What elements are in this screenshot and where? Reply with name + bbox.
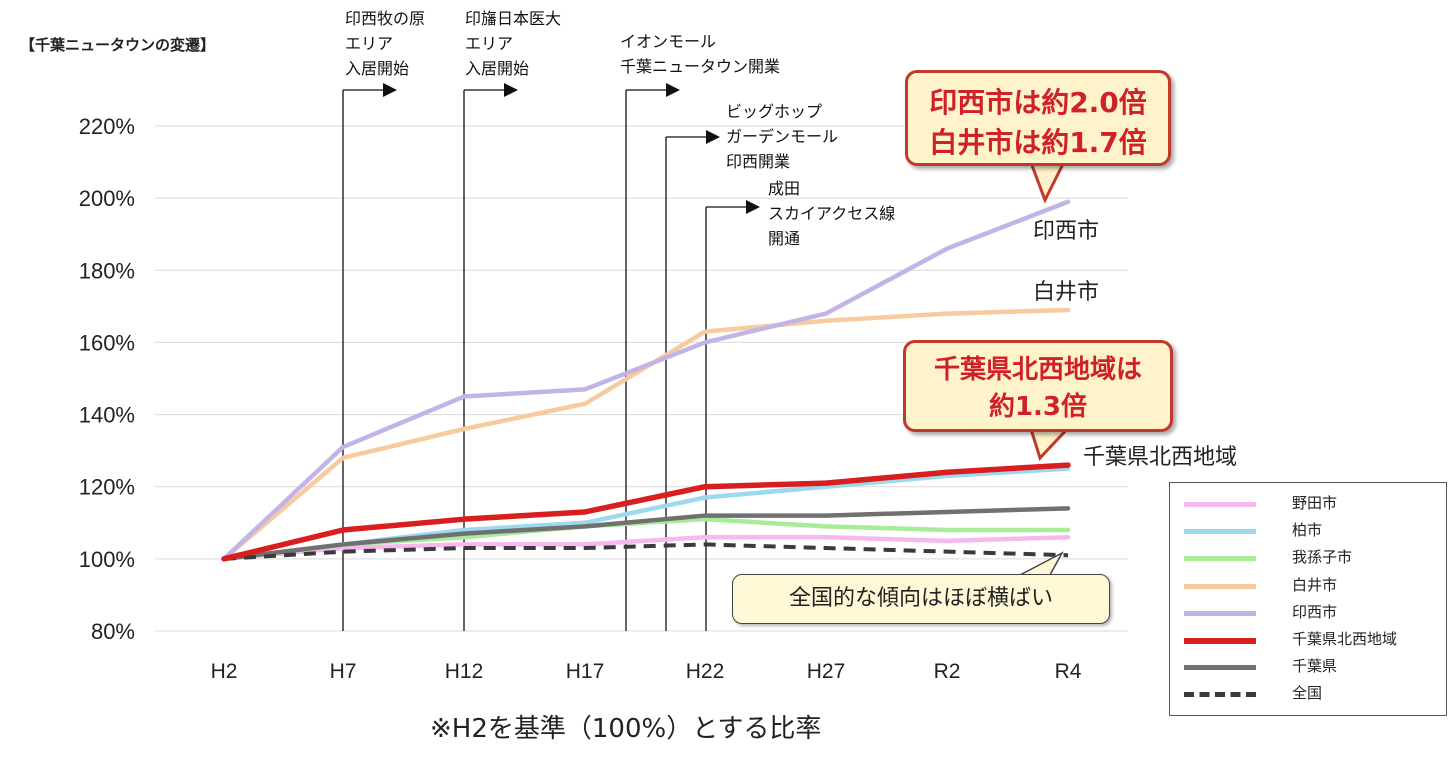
legend-swatch <box>1184 583 1256 589</box>
event-label: イオンモール <box>620 32 716 51</box>
event-label: 印西牧の原 <box>345 9 425 28</box>
chart-title: 【千葉ニュータウンの変遷】 <box>20 36 216 54</box>
series-line <box>221 199 1071 562</box>
legend-item: 千葉県北西地域 <box>1170 626 1446 652</box>
event-label: 千葉ニュータウン開業 <box>620 57 780 76</box>
legend-item: 白井市 <box>1170 572 1446 598</box>
legend-label: 千葉県北西地域 <box>1292 630 1398 648</box>
callout-tail <box>1027 158 1068 204</box>
callout-line-shiroi: 白井市は約1.7倍 <box>929 126 1147 159</box>
event-label: 開通 <box>768 229 800 248</box>
legend-item: 我孫子市 <box>1170 544 1446 570</box>
event-label: 成田 <box>768 179 800 198</box>
callout-tail <box>1019 551 1064 576</box>
legend-item: 印西市 <box>1170 599 1446 625</box>
event-label: ビッグホップ <box>726 102 822 121</box>
event-label: ガーデンモール <box>726 127 838 146</box>
legend-swatch <box>1184 556 1256 562</box>
legend-item: 柏市 <box>1170 517 1446 543</box>
legend-label: 印西市 <box>1292 602 1338 621</box>
series-line <box>221 462 1071 562</box>
legend-label: 我孫子市 <box>1292 548 1353 567</box>
series-end-label: 白井市 <box>1033 280 1099 305</box>
callout-line-hokusei-2: 約1.3倍 <box>988 392 1088 422</box>
legend-swatch <box>1184 638 1256 644</box>
legend-label: 柏市 <box>1292 521 1323 540</box>
legend-item: 野田市 <box>1170 490 1446 516</box>
event-label: エリア <box>345 34 393 53</box>
callout-national: 全国的な傾向はほぼ横ばい <box>732 574 1110 624</box>
x-tick-label: H22 <box>686 660 725 683</box>
legend: 野田市柏市我孫子市白井市印西市千葉県北西地域 千葉県全国 <box>1169 482 1447 716</box>
x-tick-label: H17 <box>566 660 605 683</box>
legend-label: 白井市 <box>1292 575 1338 594</box>
y-tick-label: 160% <box>79 330 135 355</box>
series-line <box>221 506 1071 562</box>
y-tick-label: 200% <box>79 186 135 211</box>
y-tick-label: 140% <box>79 403 135 428</box>
y-tick-label: 120% <box>79 475 135 500</box>
series-line <box>221 534 1071 562</box>
y-tick-label: 100% <box>79 547 135 572</box>
y-tick-label: 180% <box>79 258 135 283</box>
x-tick-label: R2 <box>934 660 961 683</box>
legend-label: 全国 <box>1292 684 1323 703</box>
y-tick-label: 220% <box>79 114 135 139</box>
legend-swatch <box>1184 610 1256 616</box>
x-tick-label: H12 <box>445 660 484 683</box>
legend-swatch <box>1184 502 1256 507</box>
event-label: エリア <box>465 34 513 53</box>
footnote: ※H2を基準（100%）とする比率 <box>430 714 822 744</box>
legend-item: 全国 <box>1170 680 1446 706</box>
series-end-label: 印西市 <box>1033 219 1099 244</box>
event-label: 入居開始 <box>465 59 529 78</box>
series-end-label: 千葉県北西地域 <box>1083 445 1237 470</box>
callout-inzai-shiroi: 印西市は約2.0倍 白井市は約1.7倍 <box>905 70 1171 166</box>
x-tick-label: R4 <box>1055 660 1082 683</box>
x-tick-label: H2 <box>211 660 238 683</box>
x-tick-label: H7 <box>330 660 357 683</box>
callout-line-inzai: 印西市は約2.0倍 <box>929 86 1147 119</box>
callout-hokusei: 千葉県北西地域は 約1.3倍 <box>903 340 1173 432</box>
legend-item: 千葉県 <box>1170 653 1446 679</box>
legend-label: 千葉県 <box>1292 657 1338 676</box>
legend-swatch <box>1184 529 1256 535</box>
series-line <box>223 542 1069 561</box>
event-label: 印旛日本医大 <box>465 9 561 28</box>
event-label: スカイアクセス線 <box>768 204 895 223</box>
x-tick-label: H27 <box>807 660 846 683</box>
event-label: 入居開始 <box>345 59 409 78</box>
event-label: 印西開業 <box>726 152 790 171</box>
legend-swatch <box>1184 665 1256 671</box>
callout-line-hokusei-1: 千葉県北西地域は <box>933 355 1142 385</box>
y-tick-label: 80% <box>91 619 135 644</box>
legend-swatch <box>1184 692 1256 698</box>
legend-label: 野田市 <box>1292 494 1338 512</box>
